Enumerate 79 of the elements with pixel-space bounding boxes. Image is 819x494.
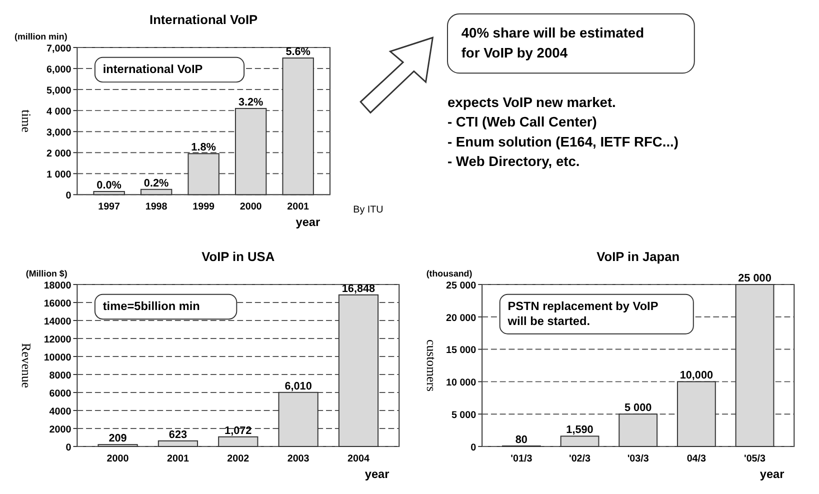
text: (thousand) [426, 268, 472, 279]
y-tick-label: 0 [470, 442, 477, 454]
y-tick-label: 1 000 [46, 170, 72, 181]
x-tick-label: 04/3 [686, 453, 707, 464]
x-tick-label: 2001 [287, 201, 310, 212]
annotation: 5.6% [286, 46, 311, 58]
text: - Web Directory, etc. [448, 153, 580, 170]
bar [278, 392, 318, 447]
annotation: 0.2% [144, 177, 170, 190]
x-tick-label: 1997 [98, 201, 121, 212]
x-tick-label: 2003 [287, 453, 310, 464]
annotation: international VoIP [102, 62, 203, 76]
x-tick-label: 2004 [348, 453, 370, 464]
y-axis-title: Revenue [18, 343, 33, 388]
y-tick-label: 2 000 [46, 148, 72, 160]
x-tick-label: '01/3 [510, 453, 533, 464]
text: - Enum solution (E164, IETF RFC...) [448, 133, 678, 150]
data-label: 1,590 [566, 424, 594, 436]
chart-title: VoIP in Japan [596, 248, 680, 264]
data-label: 25 000 [738, 272, 772, 285]
y-tick-label: 25 000 [446, 280, 477, 292]
data-label: 623 [168, 428, 188, 441]
x-tick-label: 2001 [166, 453, 190, 464]
text: - CTI (Web Call Center) [448, 114, 597, 130]
data-label: 5 000 [624, 402, 652, 414]
chart-title: VoIP in USA [202, 248, 275, 264]
text: expects VoIP new market. [448, 94, 616, 110]
x-tick-label: 1999 [192, 201, 216, 212]
x-tick-label: 1998 [145, 201, 168, 212]
speech-bubble: PSTN replacement by VoIP will be started. [499, 294, 694, 334]
x-axis-title: year [296, 215, 320, 230]
y-tick-label: 7,000 [46, 43, 72, 54]
x-tick-label: 2002 [227, 453, 250, 464]
y-tick-label: 5 000 [451, 410, 477, 422]
y-tick-label: 20 000 [446, 312, 477, 324]
text: (Million $) [26, 268, 68, 279]
y-tick-label: 15 000 [446, 345, 477, 356]
chart-title: International VoIP [150, 12, 258, 27]
text: By ITU [353, 204, 384, 216]
speech-bubble: international VoIP [94, 56, 245, 83]
y-tick-label: 0 [66, 190, 72, 202]
y-tick-label: 6,000 [46, 64, 72, 76]
y-tick-label: 16000 [44, 298, 72, 310]
data-label: 10,000 [680, 370, 714, 382]
y-tick-label: 18000 [44, 280, 72, 292]
speech-bubble: time=5billion min [94, 294, 238, 320]
y-tick-label: 6000 [49, 388, 72, 400]
y-tick-label: 10000 [44, 352, 72, 364]
annotation: 0.0% [96, 180, 122, 192]
annotation: time=5billion min [102, 299, 200, 314]
x-axis-title: year [364, 467, 390, 482]
y-tick-label: 4000 [49, 406, 72, 418]
text: 40% share will be estimated for VoIP by 2004 [461, 24, 644, 60]
data-label: 209 [108, 432, 127, 445]
y-tick-label: 2000 [49, 424, 72, 436]
bar [188, 153, 220, 196]
x-tick-label: 2000 [240, 201, 262, 212]
y-tick-label: 4 000 [46, 106, 72, 118]
y-tick-label: 5,000 [46, 85, 72, 96]
y-axis-title: time [18, 110, 33, 133]
y-tick-label: 3,000 [46, 128, 72, 139]
y-tick-label: 12000 [44, 334, 72, 346]
y-tick-label: 10 000 [446, 378, 477, 389]
x-axis-title: year [760, 467, 785, 482]
data-label: 16,848 [342, 282, 376, 295]
annotation: 3.2% [238, 96, 264, 108]
y-tick-label: 8000 [49, 370, 72, 382]
y-tick-label: 0 [66, 442, 72, 454]
annotation: 1.8% [191, 142, 216, 154]
y-tick-label: 14000 [44, 316, 72, 328]
text: (million min) [14, 32, 68, 42]
data-label: 80 [515, 434, 528, 446]
x-tick-label: 2000 [106, 453, 130, 464]
data-label: 6,010 [284, 380, 312, 392]
x-tick-label: '05/3 [744, 453, 766, 464]
x-tick-label: '03/3 [627, 453, 650, 464]
x-tick-label: '02/3 [568, 453, 592, 464]
annotation: PSTN replacement by VoIP will be started. [506, 299, 658, 328]
y-axis-title: customers [424, 339, 438, 392]
